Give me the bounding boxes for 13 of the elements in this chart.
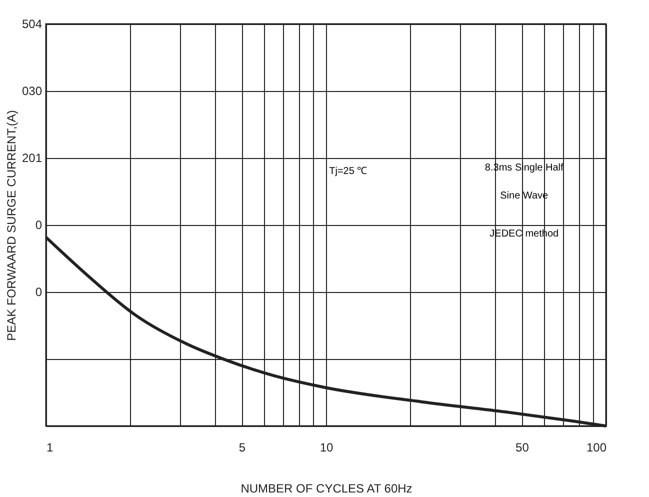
text: 504	[22, 17, 42, 31]
text: Tj=25 ℃	[329, 166, 368, 178]
x-tick-label: 50	[516, 440, 530, 454]
text: 0	[35, 285, 42, 299]
x-tick-label: 100	[586, 440, 607, 454]
x-tick-label: 5	[238, 440, 246, 454]
y-axis-title: PEAK FORWAARD SURGE CURRENT,(A)	[4, 110, 18, 341]
x-tick-label: 1	[46, 440, 54, 454]
text: 030	[22, 84, 42, 98]
text: 0	[35, 218, 42, 232]
x-tick-label: 10	[320, 440, 334, 454]
text: 201	[22, 151, 42, 165]
x-axis-title: NUMBER OF CYCLES AT 60Hz	[240, 482, 412, 496]
